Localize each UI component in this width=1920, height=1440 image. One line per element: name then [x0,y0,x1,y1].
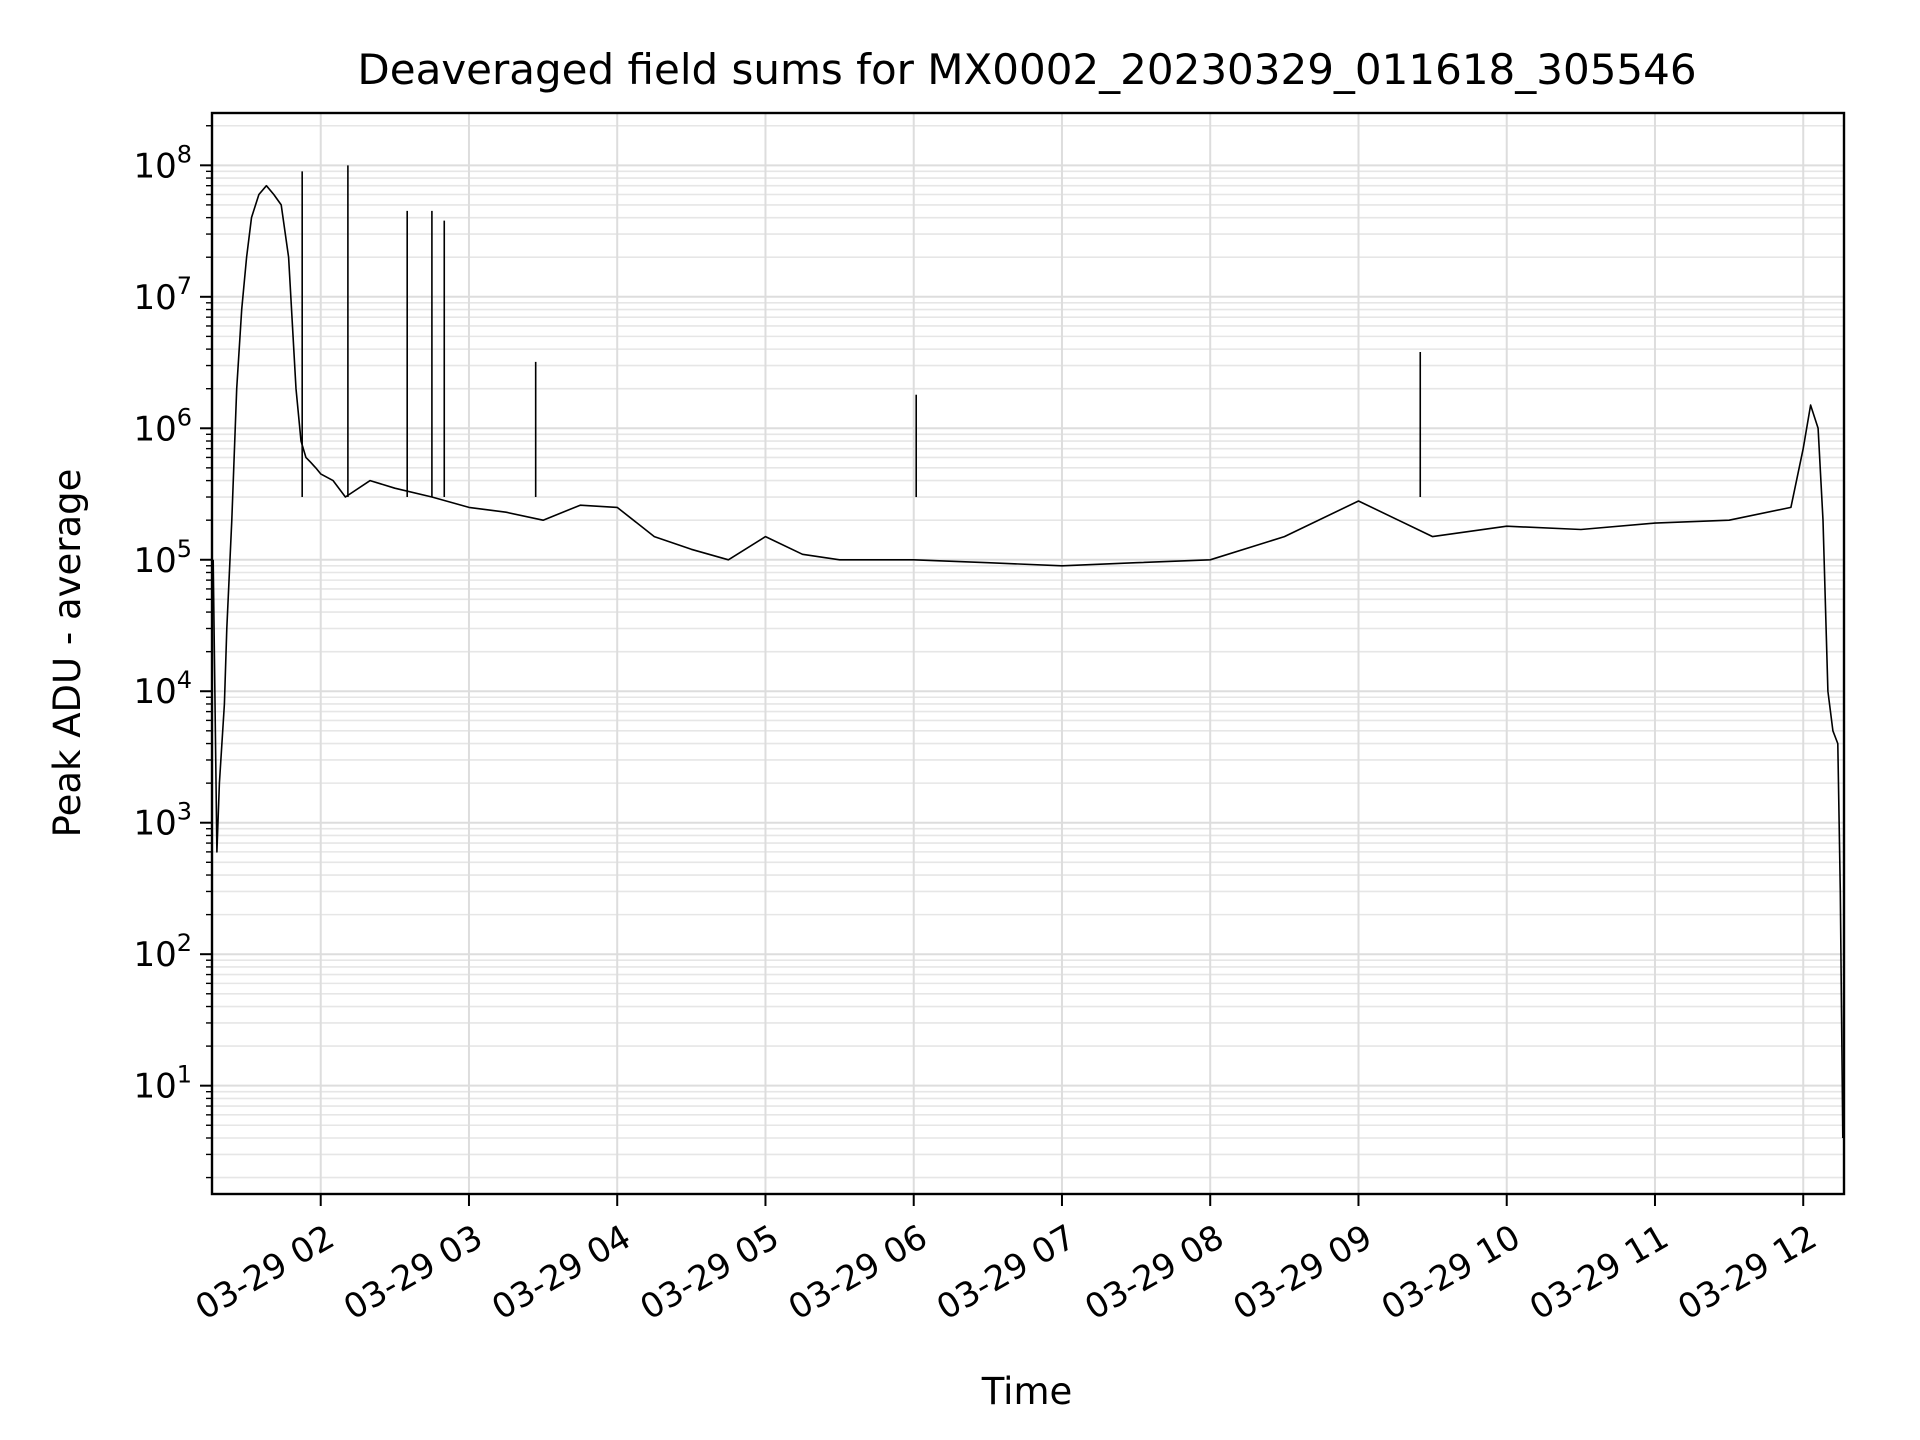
y-axis-label: Peak ADU - average [46,469,89,838]
y-tick-label: 105 [133,535,192,581]
y-tick-label: 103 [133,798,192,844]
series-line-1 [212,184,1844,1139]
chart-title: Deaveraged field sums for MX0002_2023032… [357,45,1696,94]
y-tick-label: 104 [133,666,192,712]
y-tick-label: 108 [133,140,192,186]
y-tick-label: 106 [133,403,192,449]
x-axis-label: Time [981,1370,1073,1413]
grid [212,113,1844,1194]
y-tick-label: 107 [133,272,192,318]
y-tick-label: 101 [133,1061,192,1107]
plot-area-frame [210,111,1846,1196]
y-tick-label: 102 [133,929,192,975]
y-axis: 101 102 103 104 105 106 107 108 [133,125,212,1179]
series-layer [212,165,1844,1139]
